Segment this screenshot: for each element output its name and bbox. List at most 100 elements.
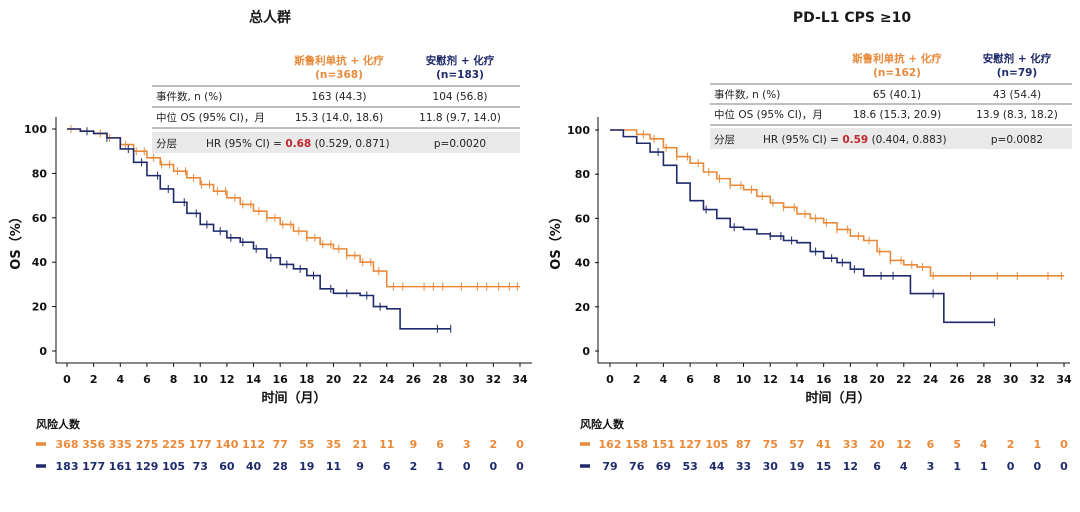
risk-value-arm1: 21	[352, 438, 367, 451]
km-curve-arm1	[610, 129, 1064, 277]
risk-value-arm1: 77	[273, 438, 288, 451]
x-tick-label: 4	[116, 373, 124, 386]
arm1-n: (n=162)	[873, 67, 921, 79]
risk-value-arm2: 19	[789, 460, 804, 473]
x-tick-label: 22	[896, 373, 911, 386]
y-tick-label: 80	[575, 168, 591, 181]
risk-row-arm1: 368 356 335 275 225 177 140 112 77 55 35 21 11 9 6 3 2 0	[56, 438, 525, 451]
x-tick-label: 6	[686, 373, 694, 386]
risk-value-arm2: 0	[516, 460, 524, 473]
risk-value-arm1: 1	[1033, 438, 1041, 451]
risk-value-arm1: 35	[326, 438, 341, 451]
events-label: 事件数, n (%)	[156, 90, 222, 103]
events-label: 事件数, n (%)	[714, 88, 780, 101]
risk-value-arm2: 183	[56, 460, 79, 473]
events-arm1: 163 (44.3)	[312, 91, 367, 103]
median-arm2: 11.8 (9.7, 14.0)	[419, 112, 501, 124]
risk-value-arm2: 40	[246, 460, 262, 473]
strat-label: 分层	[156, 138, 177, 150]
x-tick-label: 34	[512, 373, 528, 386]
y-tick-label: 40	[575, 257, 591, 270]
x-tick-label: 28	[976, 373, 991, 386]
y-tick-label: 60	[575, 212, 591, 225]
risk-row-arm2: 79 76 69 53 44 33 30 19 15 12 6 4 3 1 1 0 0 0	[602, 460, 1068, 473]
summary-table: 斯鲁利单抗 + 化疗 (n=368) 安慰剂 + 化疗 (n=183) 事件数,…	[152, 54, 520, 153]
risk-value-arm2: 3	[927, 460, 935, 473]
x-tick-label: 16	[273, 373, 289, 386]
risk-value-arm1: 0	[1060, 438, 1068, 451]
x-tick-label: 24	[379, 373, 395, 386]
x-tick-label: 20	[326, 373, 342, 386]
y-tick-label: 100	[567, 124, 590, 137]
y-tick-label: 80	[32, 167, 48, 180]
x-tick-label: 8	[713, 373, 721, 386]
risk-value-arm2: 73	[193, 460, 208, 473]
risk-value-arm2: 28	[273, 460, 288, 473]
risk-value-arm2: 53	[682, 460, 697, 473]
risk-value-arm1: 9	[410, 438, 418, 451]
risk-value-arm2: 4	[900, 460, 908, 473]
km-curve-arm2	[610, 129, 995, 324]
arm2-header: 安慰剂 + 化疗	[426, 54, 495, 67]
x-tick-label: 18	[843, 373, 858, 386]
risk-value-arm1: 105	[705, 438, 728, 451]
risk-value-arm1: 140	[215, 438, 238, 451]
risk-value-arm2: 30	[763, 460, 779, 473]
risk-value-arm1: 87	[736, 438, 751, 451]
x-tick-label: 20	[869, 373, 885, 386]
x-tick-label: 10	[193, 373, 209, 386]
risk-value-arm2: 9	[356, 460, 364, 473]
x-tick-label: 34	[1056, 373, 1072, 386]
x-tick-label: 30	[1003, 373, 1019, 386]
x-tick-label: 18	[299, 373, 314, 386]
x-tick-label: 2	[633, 373, 641, 386]
risk-value-arm2: 0	[463, 460, 471, 473]
km-panel-pdl1: PD-L1 CPS ≥10 斯鲁利单抗 + 化疗 (n=162) 安慰剂 + 化…	[548, 10, 1072, 473]
risk-value-arm2: 69	[656, 460, 671, 473]
risk-value-arm1: 2	[1007, 438, 1015, 451]
risk-value-arm1: 127	[679, 438, 702, 451]
risk-value-arm2: 129	[135, 460, 158, 473]
risk-value-arm2: 161	[109, 460, 132, 473]
summary-table: 斯鲁利单抗 + 化疗 (n=162) 安慰剂 + 化疗 (n=79) 事件数, …	[710, 52, 1072, 149]
risk-value-arm1: 57	[789, 438, 804, 451]
risk-value-arm2: 33	[736, 460, 751, 473]
risk-value-arm1: 335	[109, 438, 132, 451]
events-arm2: 43 (54.4)	[993, 89, 1041, 101]
risk-value-arm2: 177	[82, 460, 105, 473]
x-tick-label: 0	[63, 373, 71, 386]
risk-value-arm2: 19	[299, 460, 314, 473]
y-ticks: 0 20 40 60 80 100	[24, 123, 56, 358]
risk-value-arm2: 11	[326, 460, 341, 473]
risk-value-arm1: 6	[436, 438, 444, 451]
km-curves	[610, 129, 1064, 327]
x-tick-label: 24	[923, 373, 939, 386]
risk-value-arm1: 177	[189, 438, 212, 451]
km-curve-arm1	[67, 128, 520, 288]
risk-value-arm2: 15	[816, 460, 831, 473]
x-tick-label: 26	[950, 373, 966, 386]
p-value: p=0.0082	[991, 134, 1043, 146]
events-arm2: 104 (56.8)	[433, 91, 488, 103]
risk-row-arm2: 183 177 161 129 105 73 60 40 28 19 11 9 6 2 1 0 0 0	[56, 460, 525, 473]
risk-title: 风险人数	[580, 417, 625, 431]
risk-value-arm1: 41	[816, 438, 831, 451]
km-curves	[67, 125, 520, 333]
risk-value-arm1: 33	[843, 438, 858, 451]
risk-value-arm2: 1	[953, 460, 961, 473]
x-tick-label: 4	[660, 373, 668, 386]
x-ticks: 0 2 4 6 8 10 12 14 16 18 20 22 24 26 28 30 32 34	[606, 363, 1072, 386]
y-tick-label: 60	[32, 212, 48, 225]
x-axis-label: 时间（月）	[805, 390, 870, 406]
km-panel-overall: 总人群 斯鲁利单抗 + 化疗 (n=368) 安慰剂 + 化疗 (n=183) …	[8, 9, 532, 473]
risk-value-arm1: 151	[652, 438, 675, 451]
arm1-n: (n=368)	[315, 69, 363, 81]
hr-ci: (0.529, 0.871)	[311, 138, 389, 150]
arm2-n: (n=183)	[436, 69, 484, 81]
x-tick-label: 22	[352, 373, 367, 386]
x-tick-label: 0	[606, 373, 614, 386]
risk-value-arm1: 356	[82, 438, 105, 451]
risk-value-arm2: 6	[383, 460, 391, 473]
x-tick-label: 26	[406, 373, 422, 386]
